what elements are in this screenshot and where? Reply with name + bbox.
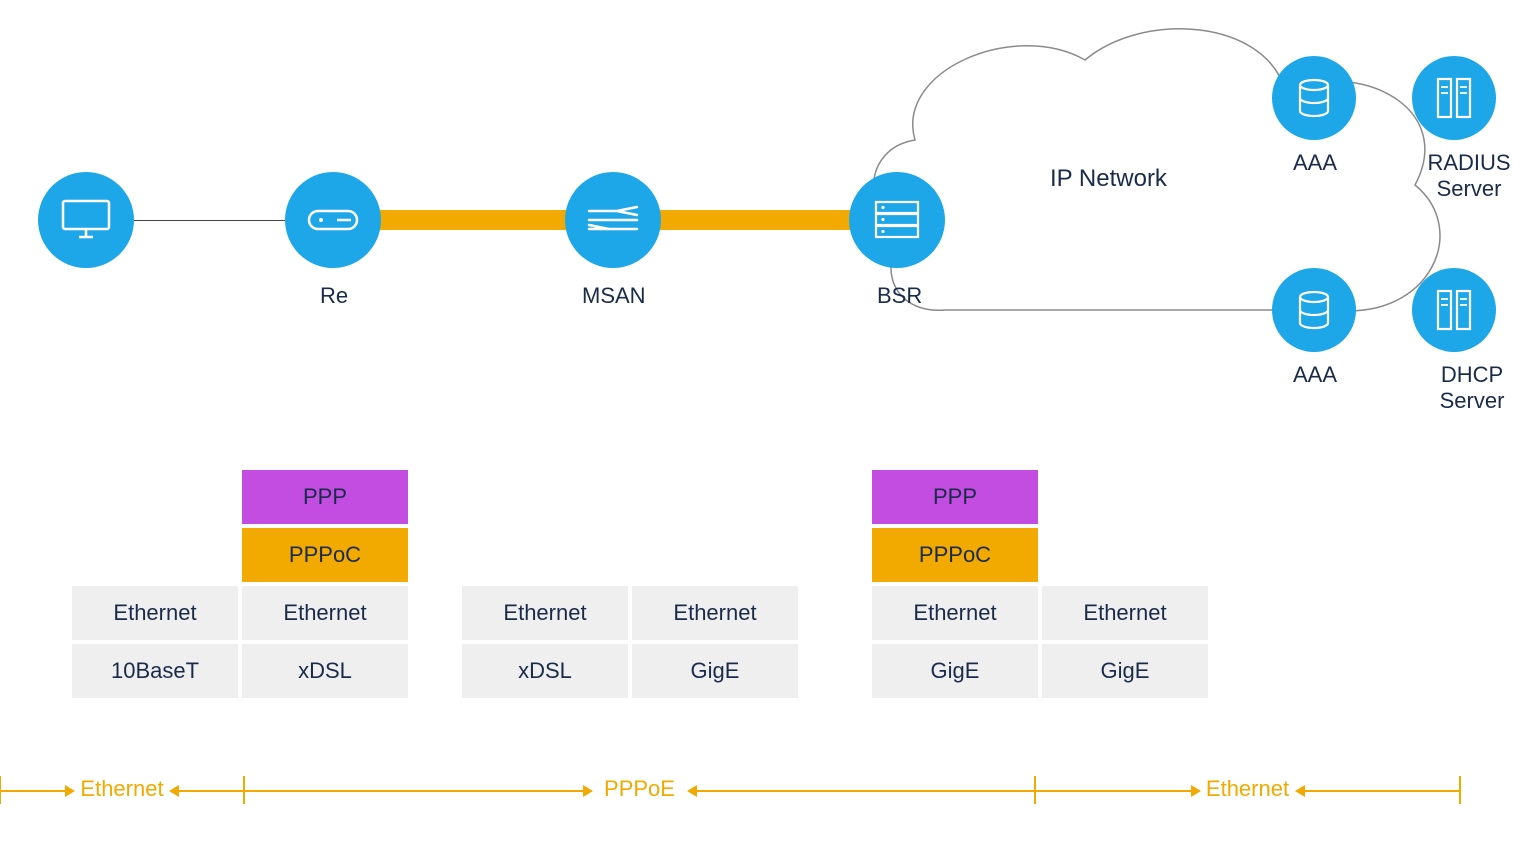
stack-cell: Ethernet	[240, 584, 410, 642]
aaa-top-node	[1272, 56, 1356, 140]
span-arrow	[65, 785, 75, 797]
stack-cell: xDSL	[460, 642, 630, 700]
span-arrow	[1295, 785, 1305, 797]
radius-label: RADIUS Server	[1414, 150, 1524, 202]
aaa-bottom-node	[1272, 268, 1356, 352]
database-icon	[1297, 290, 1331, 330]
re-label: Re	[320, 283, 348, 309]
database-icon	[1297, 78, 1331, 118]
dhcp-label: DHCP Server	[1422, 362, 1522, 414]
router-icon	[307, 209, 359, 231]
span-arrow	[169, 785, 179, 797]
aaa-top-label: AAA	[1293, 150, 1337, 176]
stack-cell: Ethernet	[70, 584, 240, 642]
stack-cell: GigE	[870, 642, 1040, 700]
stack-cell: 10BaseT	[70, 642, 240, 700]
stack-cell: Ethernet	[460, 584, 630, 642]
stack-cell: Ethernet	[870, 584, 1040, 642]
msan-label: MSAN	[582, 283, 646, 309]
aaa-bottom-label: AAA	[1293, 362, 1337, 388]
link-pc-re	[134, 220, 285, 221]
dhcp-node	[1412, 268, 1496, 352]
stack-cell: PPP	[240, 468, 410, 526]
stack-cell: PPPoC	[870, 526, 1040, 584]
stack-cell: Ethernet	[1040, 584, 1210, 642]
span-line	[0, 790, 67, 792]
span-arrow	[687, 785, 697, 797]
span-arrow	[1191, 785, 1201, 797]
stack-cell: GigE	[1040, 642, 1210, 700]
span-line	[695, 790, 1036, 792]
span-line	[177, 790, 244, 792]
monitor-icon	[61, 199, 111, 241]
span-arrow	[583, 785, 593, 797]
stack-cell: GigE	[630, 642, 800, 700]
span-label: PPPoE	[590, 776, 690, 802]
stack-cell: Ethernet	[630, 584, 800, 642]
server-icon	[874, 200, 920, 240]
link-re-msan	[370, 210, 580, 230]
bsr-node	[849, 172, 945, 268]
rack-icon	[1436, 77, 1472, 119]
cloud-label: IP Network	[1050, 165, 1167, 193]
radius-node	[1412, 56, 1496, 140]
bsr-label: BSR	[877, 283, 922, 309]
stack-cell: xDSL	[240, 642, 410, 700]
stack-cell: PPPoC	[240, 526, 410, 584]
switch-icon	[587, 205, 639, 235]
span-line	[1035, 790, 1193, 792]
stack-cell: PPP	[870, 468, 1040, 526]
span-label: Ethernet	[1198, 776, 1298, 802]
link-msan-bsr	[650, 210, 862, 230]
re-node	[285, 172, 381, 268]
rack-icon	[1436, 289, 1472, 331]
msan-node	[565, 172, 661, 268]
pc-node	[38, 172, 134, 268]
span-line	[244, 790, 585, 792]
span-line	[1303, 790, 1461, 792]
span-label: Ethernet	[72, 776, 172, 802]
